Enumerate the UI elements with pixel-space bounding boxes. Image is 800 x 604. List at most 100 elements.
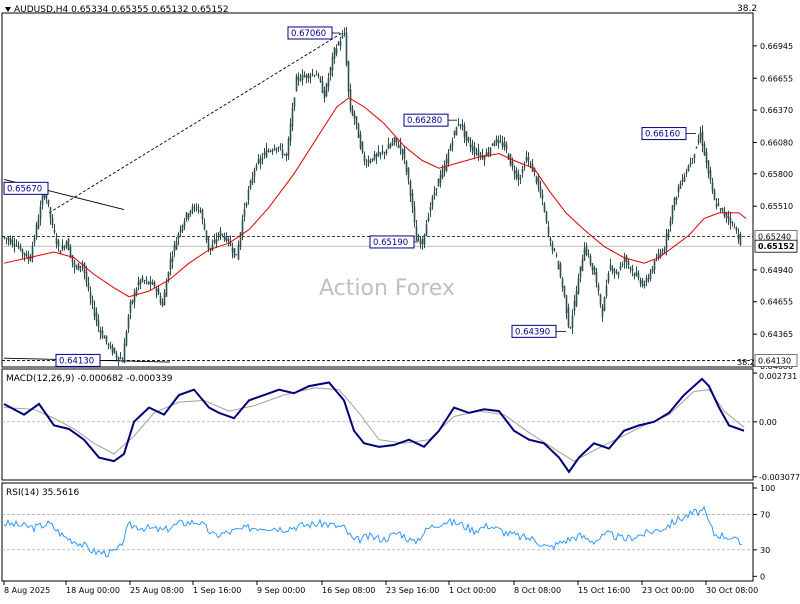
candle-body xyxy=(177,233,180,239)
level-price-label: 0.65152 xyxy=(758,242,794,251)
candle-body xyxy=(727,215,730,219)
rsi-title: RSI(14) 35.5616 xyxy=(6,488,79,498)
candle-body xyxy=(219,231,222,237)
candle-body xyxy=(503,141,506,148)
candle-body xyxy=(597,285,600,291)
candle-body xyxy=(511,160,514,168)
price-axis-label: 0.66655 xyxy=(760,74,793,83)
candle-body xyxy=(75,266,78,268)
candle-body xyxy=(309,75,312,78)
candle-body xyxy=(533,167,536,173)
candle-body xyxy=(311,74,314,76)
rsi-axis-label: 0 xyxy=(760,572,765,581)
chart-menu-triangle-icon[interactable] xyxy=(5,7,11,12)
candle-body xyxy=(543,203,546,212)
candle-body xyxy=(125,331,128,346)
candle-body xyxy=(129,302,132,313)
candle-body xyxy=(275,148,278,150)
price-panel-frame xyxy=(1,12,754,368)
candle-body xyxy=(297,76,300,80)
candle-body xyxy=(681,179,684,182)
candle-body xyxy=(541,194,544,199)
candle-body xyxy=(735,228,738,231)
candle-body xyxy=(667,230,670,237)
candle-body xyxy=(421,238,424,244)
candle-body xyxy=(261,158,264,160)
candle-body xyxy=(337,42,340,45)
candle-body xyxy=(491,143,494,146)
candle-body xyxy=(51,217,54,225)
candle-body xyxy=(127,315,130,329)
candle-body xyxy=(351,108,354,116)
candle-body xyxy=(251,177,254,183)
rsi-panel-frame xyxy=(1,482,754,582)
price-axis-label: 0.66945 xyxy=(760,42,793,51)
candle-body xyxy=(55,237,58,244)
price-annotation-label: 0.66160 xyxy=(645,130,680,140)
candle-body xyxy=(435,188,438,190)
candle-body xyxy=(187,213,190,219)
candle-body xyxy=(401,149,404,155)
candle-body xyxy=(241,219,244,236)
candle-body xyxy=(63,247,66,249)
candle-body xyxy=(271,150,274,152)
candle-body xyxy=(247,189,250,200)
candle-body xyxy=(345,32,348,65)
candle-body xyxy=(213,239,216,243)
time-axis-label: 23 Sep 16:00 xyxy=(386,586,439,595)
candle-body xyxy=(397,145,400,148)
fib-bottom-label: 38.2 xyxy=(737,358,755,367)
candle-body xyxy=(343,32,346,34)
candle-body xyxy=(719,208,722,210)
price-annotation-box xyxy=(641,127,687,141)
watermark: Action Forex xyxy=(319,276,455,301)
candle-body xyxy=(547,226,550,235)
candle-body xyxy=(323,90,326,99)
candle-body xyxy=(427,217,430,221)
candle-body xyxy=(559,264,562,278)
candle-body xyxy=(7,238,10,241)
candle-body xyxy=(515,170,518,178)
candle-body xyxy=(145,279,148,281)
time-axis-label: 8 Aug 2025 xyxy=(4,586,50,595)
candle-body xyxy=(603,297,606,312)
candle-body xyxy=(469,142,472,148)
candle-body xyxy=(289,124,292,141)
price-annotation-box xyxy=(403,113,449,127)
candle-body xyxy=(661,252,664,254)
candle-body xyxy=(223,236,226,241)
candle-body xyxy=(205,230,208,241)
candle-body xyxy=(307,74,310,79)
candle-body xyxy=(611,267,614,271)
candle-body xyxy=(517,174,520,180)
candle-body xyxy=(521,169,524,174)
candle-body xyxy=(713,190,716,201)
candle-body xyxy=(263,152,266,155)
candle-body xyxy=(657,254,660,259)
candle-body xyxy=(691,158,694,160)
candle-body xyxy=(281,149,284,155)
candle-body xyxy=(643,284,646,287)
candle-body xyxy=(729,217,732,224)
candle-body xyxy=(451,141,454,147)
candle-body xyxy=(639,279,642,284)
candle-body xyxy=(317,75,320,77)
candle-body xyxy=(553,249,556,251)
candle-body xyxy=(283,154,286,156)
candle-body xyxy=(693,154,696,158)
candle-body xyxy=(475,153,478,155)
candle-body xyxy=(673,198,676,207)
candle-body xyxy=(621,263,624,265)
time-axis-label: 18 Aug 00:00 xyxy=(66,586,120,595)
candle-body xyxy=(235,254,238,256)
symbol-ohlc-header: AUDUSD,H4 0.65334 0.65355 0.65132 0.6515… xyxy=(14,5,229,15)
candle-body xyxy=(23,253,26,256)
candle-body xyxy=(231,247,234,253)
candle-body xyxy=(537,177,540,187)
candle-body xyxy=(123,343,126,363)
candle-body xyxy=(111,346,114,353)
candle-body xyxy=(561,278,564,288)
candle-body xyxy=(417,238,420,242)
candle-body xyxy=(295,75,298,92)
